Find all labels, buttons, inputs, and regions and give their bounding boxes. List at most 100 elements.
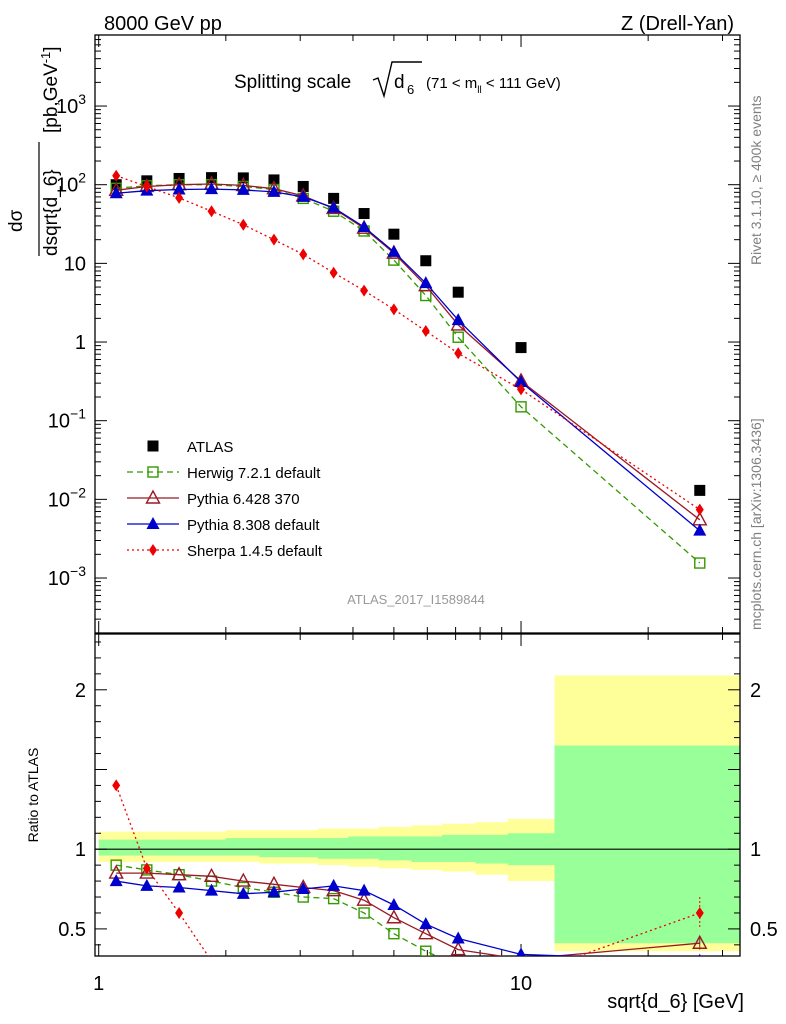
green-band-2 bbox=[160, 839, 197, 856]
y-tick-label-6: 103 bbox=[56, 91, 86, 118]
ratio-series-pythia-8-308-default bbox=[109, 874, 701, 956]
point-atlas bbox=[297, 180, 309, 192]
y-tick-label-3: 1 bbox=[75, 332, 86, 354]
y-tick-label-1: 10−2 bbox=[48, 484, 86, 511]
green-band-9 bbox=[378, 836, 412, 861]
main-frame bbox=[94, 34, 741, 634]
ratio-point-sherpa-1-4-5-default bbox=[360, 988, 368, 1000]
legend-entry-herwig-7-2-1-default: Herwig 7.2.1 default bbox=[127, 465, 321, 482]
series-pythia-8-308-default bbox=[109, 182, 707, 536]
header-right: Z (Drell-Yan) bbox=[621, 13, 734, 35]
point-pythia-8-308-default bbox=[267, 184, 281, 197]
ratio-point-sherpa-1-4-5-default bbox=[142, 862, 151, 875]
point-pythia-8-308-default bbox=[236, 182, 250, 195]
point-sherpa-1-4-5-default bbox=[695, 503, 704, 516]
point-sherpa-1-4-5-default bbox=[454, 347, 463, 360]
x-tick-label-1: 10 bbox=[510, 973, 532, 995]
legend-marker-sherpa-1-4-5-default bbox=[149, 544, 157, 556]
point-herwig-7-2-1-default bbox=[694, 557, 706, 569]
ratio-point-pythia-8-308-default bbox=[357, 883, 371, 896]
header-left: 8000 GeV pp bbox=[104, 13, 222, 35]
ratio-point-pythia-8-308-default bbox=[327, 878, 341, 891]
point-pythia-8-308-default bbox=[451, 313, 465, 326]
point-atlas bbox=[358, 208, 370, 220]
ratio-point-sherpa-1-4-5-default bbox=[112, 779, 121, 792]
y-axis-title: dσ dsqrt{d_6} [pb,GeV-1] bbox=[6, 46, 62, 256]
ratio-tick-label-left-2: 2 bbox=[75, 680, 86, 702]
point-sherpa-1-4-5-default bbox=[112, 169, 121, 182]
legend-entry-atlas: ATLAS bbox=[147, 439, 233, 456]
legend-label-atlas: ATLAS bbox=[187, 439, 233, 456]
legend-marker-pythia-6-428-370 bbox=[145, 489, 161, 504]
legend-entry-pythia-6-428-370: Pythia 6.428 370 bbox=[127, 489, 300, 508]
ratio-point-sherpa-1-4-5-default bbox=[175, 906, 184, 919]
legend-entry-pythia-8-308-default: Pythia 8.308 default bbox=[127, 517, 320, 534]
ratio-point-pythia-8-308-default bbox=[516, 947, 526, 956]
point-herwig-7-2-1-default bbox=[515, 401, 527, 413]
point-herwig-7-2-1-default bbox=[452, 331, 464, 343]
point-sherpa-1-4-5-default bbox=[207, 205, 216, 218]
point-sherpa-1-4-5-default bbox=[299, 248, 308, 261]
legend-label-pythia-6-428-370: Pythia 6.428 370 bbox=[187, 491, 300, 508]
green-band-6 bbox=[287, 838, 319, 858]
ratio-point-pythia-8-308-default bbox=[172, 880, 186, 893]
y-tick-base-0: 10 bbox=[48, 568, 70, 590]
title-range-pre: (71 < m bbox=[426, 75, 477, 92]
ratio-tick-label-right-2: 2 bbox=[750, 680, 761, 702]
legend-marker-herwig-7-2-1-default bbox=[147, 466, 159, 478]
ratio-point-pythia-8-308-default bbox=[419, 917, 433, 930]
ratio-series-sherpa-1-4-5-default bbox=[112, 779, 704, 1000]
ratio-point-pythia-8-308-default bbox=[387, 897, 401, 910]
uncertainty-bands bbox=[95, 675, 740, 952]
legend-marker-atlas bbox=[147, 440, 159, 452]
ratio-line-herwig-7-2-1-default bbox=[116, 864, 439, 956]
legend-label-herwig-7-2-1-default: Herwig 7.2.1 default bbox=[187, 465, 321, 482]
ratio-point-herwig-7-2-1-default bbox=[420, 945, 432, 956]
series-line-pythia-8-308-default bbox=[116, 188, 701, 532]
point-pythia-8-308-default bbox=[357, 219, 371, 232]
ratio-axis-label: Ratio to ATLAS bbox=[25, 748, 41, 843]
ratio-point-sherpa-1-4-5-default bbox=[454, 983, 462, 995]
y-title-units: [pb,GeV-1] bbox=[38, 46, 62, 133]
ratio-point-pythia-8-308-default bbox=[451, 931, 465, 944]
ratio-point-sherpa-1-4-5-default bbox=[239, 971, 247, 983]
point-sherpa-1-4-5-default bbox=[239, 218, 248, 231]
y-tick-base-6: 10 bbox=[56, 96, 78, 118]
legend-label-sherpa-1-4-5-default: Sherpa 1.4.5 default bbox=[187, 543, 323, 560]
ratio-tick-label-right-0: 0.5 bbox=[750, 919, 778, 941]
point-pythia-8-308-default bbox=[514, 375, 528, 388]
ratio-point-herwig-7-2-1-default bbox=[358, 907, 370, 919]
ratio-point-pythia-8-308-default bbox=[205, 883, 219, 896]
y-title-units-sup: -1 bbox=[38, 52, 53, 64]
series-herwig-7-2-1-default bbox=[110, 179, 706, 569]
title-range-sub: ll bbox=[477, 85, 481, 96]
y-tick-base-3: 1 bbox=[75, 332, 86, 354]
point-atlas bbox=[420, 255, 432, 267]
y-tick-base-4: 10 bbox=[64, 253, 86, 275]
y-tick-label-2: 10−1 bbox=[48, 406, 86, 433]
green-band-1 bbox=[132, 839, 161, 856]
series-sherpa-1-4-5-default bbox=[112, 169, 704, 516]
green-band-7 bbox=[317, 838, 349, 859]
ratio-point-pythia-8-308-default bbox=[267, 885, 281, 898]
legend-marker-pythia-8-308-default bbox=[146, 517, 160, 529]
title-range: (71 < mll < 111 GeV) bbox=[426, 75, 561, 96]
point-pythia-8-308-default bbox=[419, 276, 433, 289]
ratio-point-pythia-6-428-370 bbox=[235, 872, 251, 887]
x-axis-label: sqrt{d_6} [GeV] bbox=[607, 991, 744, 1013]
ratio-point-herwig-7-2-1-default bbox=[453, 961, 463, 971]
ratio-point-pythia-6-428-370 bbox=[171, 866, 187, 881]
x-tick-label-0: 1 bbox=[93, 973, 104, 995]
ratio-point-pythia-8-308-default bbox=[296, 882, 310, 895]
mcplots-label: mcplots.cern.ch [arXiv:1306.3436] bbox=[748, 418, 764, 630]
ratio-point-pythia-8-308-default bbox=[109, 874, 123, 887]
green-band-3 bbox=[196, 839, 227, 856]
y-tick-label-5: 102 bbox=[56, 170, 86, 197]
green-band-8 bbox=[348, 836, 380, 859]
point-atlas bbox=[328, 192, 340, 204]
ratio-point-pythia-6-428-370 bbox=[418, 925, 434, 940]
legend-entry-sherpa-1-4-5-default: Sherpa 1.4.5 default bbox=[127, 543, 323, 560]
y-tick-base-2: 10 bbox=[48, 411, 70, 433]
